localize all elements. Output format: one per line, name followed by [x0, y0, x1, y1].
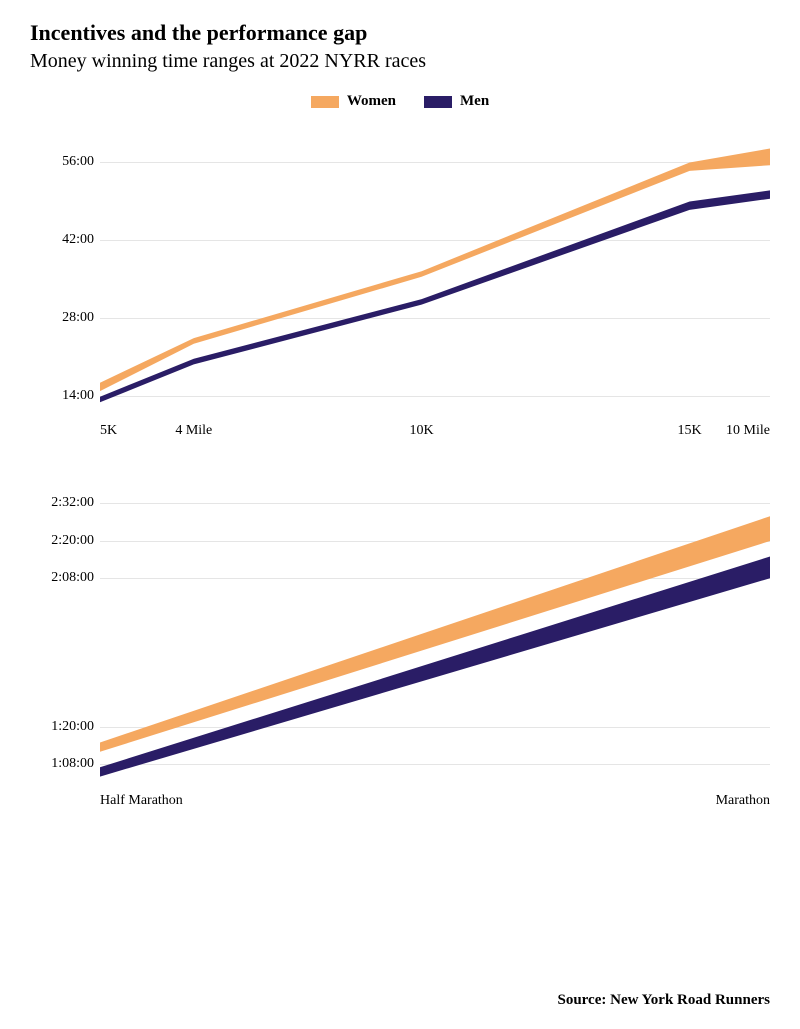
- y-tick-label: 2:08:00: [51, 570, 94, 586]
- x-tick-label: 10K: [410, 423, 434, 439]
- y-tick-label: 2:32:00: [51, 495, 94, 511]
- legend-swatch-women: [311, 96, 339, 108]
- y-tick-label: 42:00: [62, 232, 94, 248]
- x-tick-label: 5K: [100, 423, 117, 439]
- x-axis: 5K 4 Mile 10K 15K 10 Mile: [100, 419, 770, 449]
- series-band-men: [100, 556, 770, 776]
- chart-subtitle: Money winning time ranges at 2022 NYRR r…: [30, 50, 770, 73]
- y-tick-label: 28:00: [62, 310, 94, 326]
- series-band-women: [100, 148, 770, 391]
- y-tick-label: 1:08:00: [51, 756, 94, 772]
- series-band-men: [100, 190, 770, 402]
- chart-long-races: 1:08:00 1:20:00 2:08:00 2:20:00 2:32:00 Half …: [30, 479, 770, 819]
- y-axis: 1:08:00 1:20:00 2:08:00 2:20:00 2:32:00: [30, 479, 100, 789]
- x-tick-label: Half Marathon: [100, 793, 183, 809]
- legend-label-men: Men: [460, 93, 489, 110]
- y-tick-label: 14:00: [62, 388, 94, 404]
- y-tick-label: 1:20:00: [51, 719, 94, 735]
- source-attribution: Source: New York Road Runners: [557, 992, 770, 1009]
- legend-item-men: Men: [424, 93, 489, 110]
- y-tick-label: 56:00: [62, 154, 94, 170]
- legend-item-women: Women: [311, 93, 396, 110]
- x-tick-label: 4 Mile: [175, 423, 212, 439]
- series-band-women: [100, 516, 770, 752]
- x-tick-label: Marathon: [716, 793, 770, 809]
- legend-label-women: Women: [347, 93, 396, 110]
- legend-swatch-men: [424, 96, 452, 108]
- chart-title: Incentives and the performance gap: [30, 20, 770, 46]
- x-tick-label: 15K: [678, 423, 702, 439]
- x-axis: Half Marathon Marathon: [100, 789, 770, 819]
- plot-area: [100, 129, 770, 419]
- chart-short-races: 14:00 28:00 42:00 56:00 5K 4 Mile 10K 15K 10 Mil…: [30, 129, 770, 449]
- x-tick-label: 10 Mile: [726, 423, 770, 439]
- y-axis: 14:00 28:00 42:00 56:00: [30, 129, 100, 419]
- plot-area: [100, 479, 770, 789]
- legend: Women Men: [30, 93, 770, 113]
- y-tick-label: 2:20:00: [51, 533, 94, 549]
